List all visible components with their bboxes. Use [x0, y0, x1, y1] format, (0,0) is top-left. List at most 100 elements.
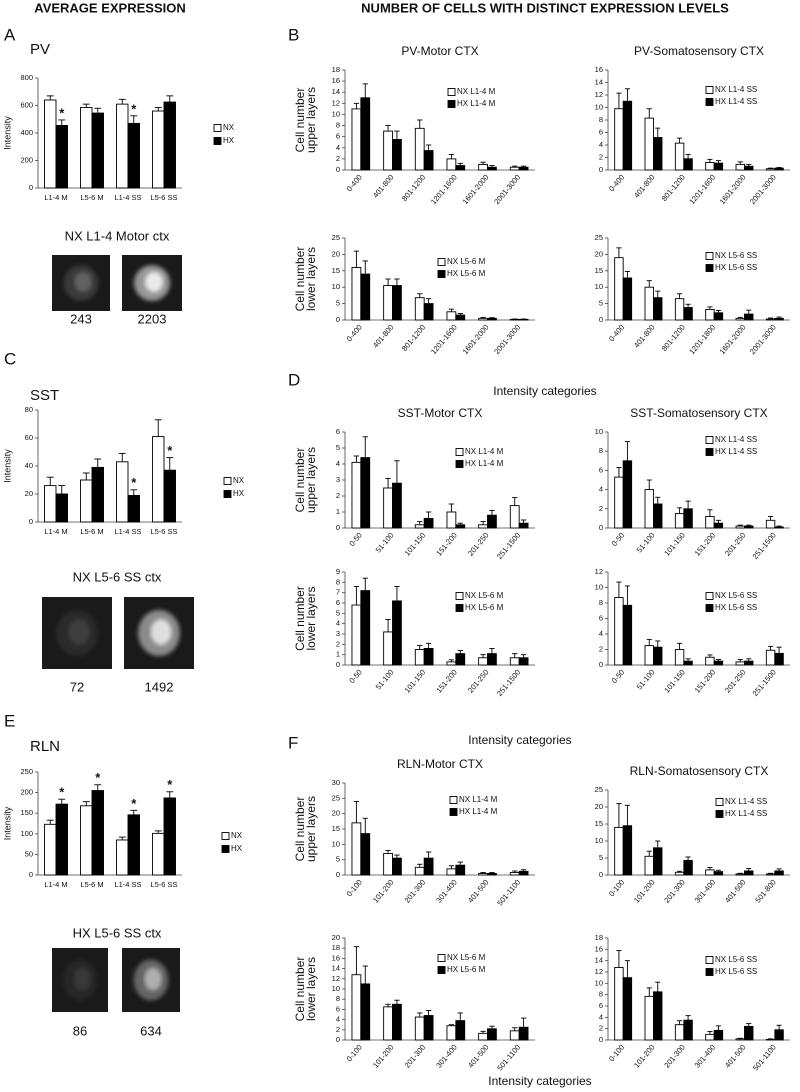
- chart-title: RLN: [30, 738, 60, 755]
- error-bar: [520, 165, 527, 168]
- y-tick-label: 0: [29, 517, 33, 526]
- bar: [80, 107, 93, 189]
- bar: [653, 503, 663, 529]
- legend-label: NX L5-6 M: [447, 953, 486, 962]
- bar: [392, 138, 402, 171]
- y-tick-label: 10: [332, 282, 340, 291]
- y-tick-label: 25: [332, 233, 340, 242]
- x-tick-label: 101-200: [371, 878, 396, 905]
- bar: [487, 166, 497, 171]
- bar: [509, 166, 520, 171]
- bar: [360, 590, 371, 666]
- y-tick-label: 6: [336, 598, 340, 607]
- y-tick-label: 0: [336, 315, 340, 324]
- error-bar: [715, 869, 721, 872]
- error-bar: [616, 950, 622, 968]
- x-tick-label: L5-6 M: [80, 193, 103, 202]
- error-bar: [616, 803, 622, 828]
- legend-label: NX: [233, 476, 245, 485]
- error-bar: [677, 870, 683, 873]
- x-tick-label: 201-250: [723, 531, 748, 558]
- bar: [455, 524, 466, 529]
- bar: [351, 974, 362, 1041]
- x-tick-label: 0-50: [610, 531, 627, 548]
- bar: [446, 511, 457, 529]
- chart-title: RLN-Somatosensory CTX: [630, 764, 769, 778]
- bar: [414, 297, 425, 321]
- y-tick-label: 12: [332, 974, 340, 983]
- micrograph-value: 72: [70, 679, 84, 694]
- bar: [774, 1029, 784, 1041]
- x-tick-label: 251-1500: [495, 668, 522, 698]
- x-tick-label: 51-100: [374, 531, 396, 555]
- legend-swatch: [705, 252, 714, 260]
- error-bar: [646, 280, 652, 288]
- bar: [446, 158, 457, 171]
- chart-title: PV-Motor CTX: [401, 44, 478, 58]
- bar: [351, 108, 362, 171]
- error-bar: [425, 1009, 432, 1016]
- error-bar: [362, 83, 368, 98]
- y-tick-label: 2: [336, 639, 340, 648]
- bar: [674, 298, 685, 321]
- legend-swatch: [705, 956, 714, 964]
- y-tick-label: 16: [595, 944, 603, 953]
- bar: [683, 307, 693, 321]
- micrograph-value: 634: [140, 1023, 162, 1038]
- error-bar: [646, 108, 652, 119]
- y-tick-label: 5: [599, 853, 603, 862]
- legend-swatch: [447, 100, 456, 108]
- y-tick-label: 10: [595, 427, 603, 436]
- error-bar: [417, 293, 423, 298]
- bar: [91, 466, 104, 523]
- y-tick-label: 10: [595, 282, 603, 291]
- bar: [383, 285, 393, 321]
- x-tick-label: 401-500: [466, 878, 491, 905]
- y-tick-label: 18: [595, 933, 603, 942]
- bar: [614, 826, 624, 876]
- bar: [644, 645, 654, 666]
- error-bar: [118, 836, 126, 840]
- y-tick-label: 4: [336, 619, 340, 628]
- bar: [455, 653, 466, 666]
- x-tick-label: 101-150: [403, 668, 428, 695]
- y-axis-label: Cell number: [293, 448, 307, 513]
- error-bar: [448, 153, 455, 159]
- significance-star: *: [59, 785, 65, 800]
- error-bar: [489, 872, 495, 874]
- bar: [127, 494, 140, 523]
- bar: [765, 168, 776, 171]
- error-bar: [394, 130, 400, 140]
- error-bar: [480, 161, 486, 165]
- legend-label: HX L5-6 SS: [715, 603, 757, 612]
- y-axis-label: Cell number: [293, 586, 307, 651]
- error-bar: [46, 95, 54, 100]
- legend-swatch: [449, 796, 458, 804]
- error-bar: [685, 303, 691, 308]
- error-bar: [425, 144, 432, 151]
- error-bar: [677, 507, 683, 514]
- x-tick-label: 1601-2000: [461, 323, 491, 356]
- panel-letter: D: [288, 370, 300, 389]
- y-tick-label: 15: [595, 819, 603, 828]
- error-bar: [685, 1015, 691, 1021]
- error-bar: [480, 521, 486, 525]
- error-bar: [746, 163, 752, 167]
- error-bar: [353, 102, 360, 109]
- y-tick-label: 30: [332, 778, 340, 787]
- error-bar: [130, 489, 138, 496]
- y-tick-label: 0: [336, 660, 340, 669]
- y-tick-label: 15: [332, 266, 340, 275]
- x-tick-label: 251-1500: [495, 531, 522, 561]
- error-bar: [616, 247, 622, 258]
- bar: [683, 660, 693, 666]
- error-bar: [655, 127, 661, 138]
- error-bar: [362, 577, 368, 591]
- error-bar: [353, 586, 360, 606]
- y-axis-label: Intensity: [2, 116, 12, 150]
- y-tick-label: 10: [332, 839, 340, 848]
- bar: [127, 814, 140, 876]
- error-bar: [737, 316, 743, 319]
- error-bar: [685, 153, 691, 159]
